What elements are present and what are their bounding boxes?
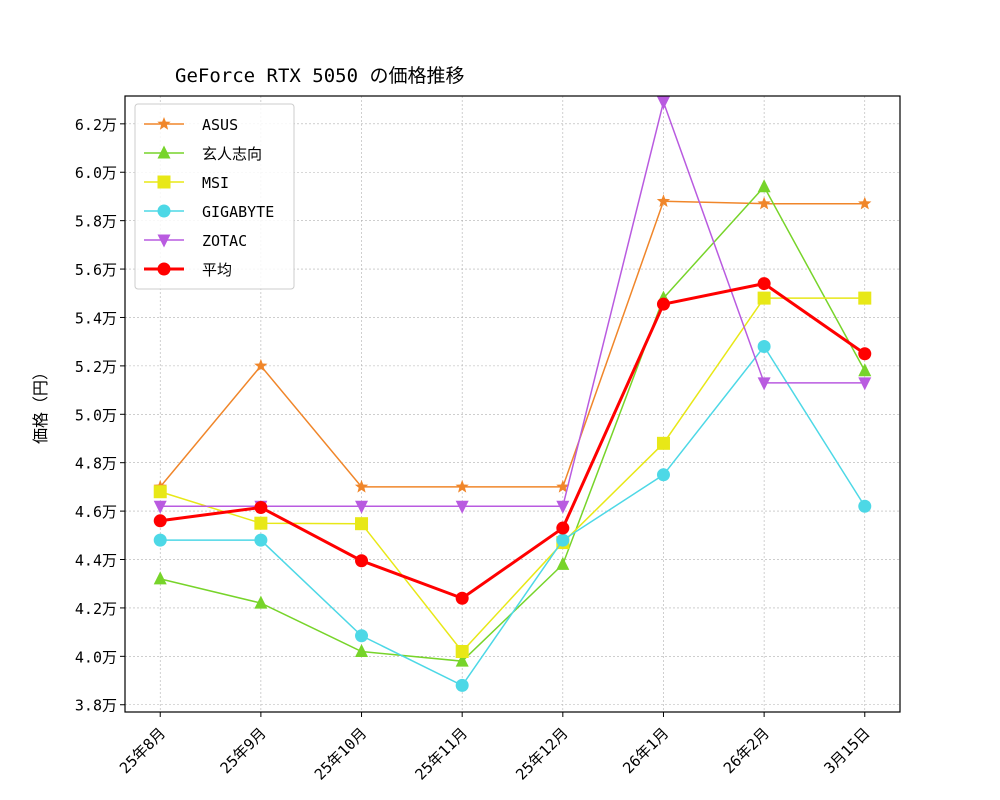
legend-label: 平均 [202,261,232,279]
data-point [455,500,469,514]
data-point [556,479,570,493]
y-tick-label: 4.8万 [75,455,117,473]
data-point [254,516,268,530]
data-point [455,653,469,667]
data-point [858,291,872,305]
data-point [355,554,369,568]
y-tick-label: 6.2万 [75,116,117,134]
y-tick-label: 4.0万 [75,648,117,666]
series-5 [153,277,872,605]
data-point [757,179,771,193]
data-point [153,514,167,528]
data-point [254,595,268,609]
data-point [354,479,369,493]
legend-marker [157,117,171,130]
data-point [556,500,570,514]
legend-marker [157,262,171,276]
data-point [254,358,268,372]
data-point [858,196,872,210]
legend: ASUS 玄人志向 MSI GIGABYTE ZOTAC 平均 [134,103,295,290]
x-tick-label: 25年12月 [512,724,571,783]
series-0 [153,194,872,493]
y-tick-label: 5.0万 [75,406,117,424]
data-point [455,479,469,493]
legend-label: MSI [202,174,229,192]
legend-marker [157,234,171,248]
legend-marker [157,204,171,218]
data-point [556,521,570,535]
x-tick-label: 25年10月 [311,724,370,783]
data-point [858,363,872,377]
x-tick-label: 25年8月 [116,724,169,777]
data-point [757,377,771,391]
legend-box [134,103,295,290]
y-tick-label: 6.0万 [75,164,117,182]
y-tick-label: 4.2万 [75,600,117,618]
legend-marker [157,175,171,189]
series-group [153,96,872,692]
series-3 [153,340,872,692]
legend-marker [157,145,171,159]
x-tick-label: 25年9月 [217,724,270,777]
data-point [556,533,570,547]
legend-label: 玄人志向 [202,145,262,163]
data-point [455,644,469,658]
data-point [858,377,872,391]
data-point [656,194,671,207]
legend-label: ASUS [202,116,238,134]
series-2 [153,291,872,658]
data-point [858,499,872,513]
y-tick-label: 4.6万 [75,503,117,521]
y-tick-label: 5.2万 [75,358,117,376]
data-point [153,533,167,547]
data-point [153,571,167,585]
data-point [455,678,469,692]
legend-label: ZOTAC [202,232,247,250]
data-point [355,643,369,657]
series-line [160,345,866,687]
y-axis-label: 価格（円） [31,364,50,444]
data-point [455,591,469,605]
series-line [160,281,866,600]
grid-lines [125,96,900,712]
x-tick-label: 25年11月 [412,724,471,783]
y-tick-label: 5.8万 [75,213,117,231]
y-tick-label: 3.8万 [75,697,117,715]
data-point [355,500,369,514]
plot-frame [124,95,901,713]
data-point [556,556,570,570]
data-point [858,347,872,361]
x-tick-label: 3月15日 [821,724,874,777]
y-tick-label: 5.6万 [75,261,117,279]
data-point [757,340,771,354]
series-line [160,297,865,653]
y-tick-label: 4.4万 [75,552,117,570]
data-point [757,291,771,305]
chart-title: GeForce RTX 5050 の価格推移 [175,65,464,87]
x-tick-label: 26年1月 [619,724,672,777]
series-line [160,99,865,508]
legend-label: GIGABYTE [202,203,274,221]
x-tick-label: 26年2月 [720,724,773,777]
data-point [355,517,369,531]
data-point [355,629,369,643]
data-point [254,533,268,547]
data-point [757,196,771,210]
data-point [153,500,167,514]
series-4 [153,96,872,514]
data-point [757,277,771,291]
data-point [656,96,670,110]
data-point [254,500,268,514]
y-tick-label: 5.4万 [75,309,117,327]
data-point [656,297,670,311]
data-point [656,468,670,482]
series-line [159,200,865,488]
data-point [656,436,670,450]
data-point [153,485,167,499]
